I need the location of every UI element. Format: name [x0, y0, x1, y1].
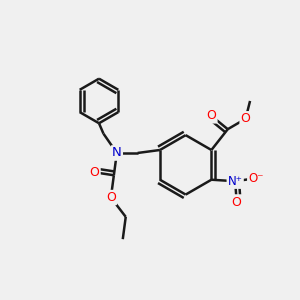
Text: O: O [206, 109, 216, 122]
Text: O⁻: O⁻ [248, 172, 264, 185]
Text: O: O [232, 196, 242, 208]
Text: N⁺: N⁺ [228, 175, 243, 188]
Text: O: O [90, 166, 100, 179]
Text: N: N [112, 146, 122, 160]
Text: O: O [241, 112, 250, 125]
Text: O: O [106, 191, 116, 204]
